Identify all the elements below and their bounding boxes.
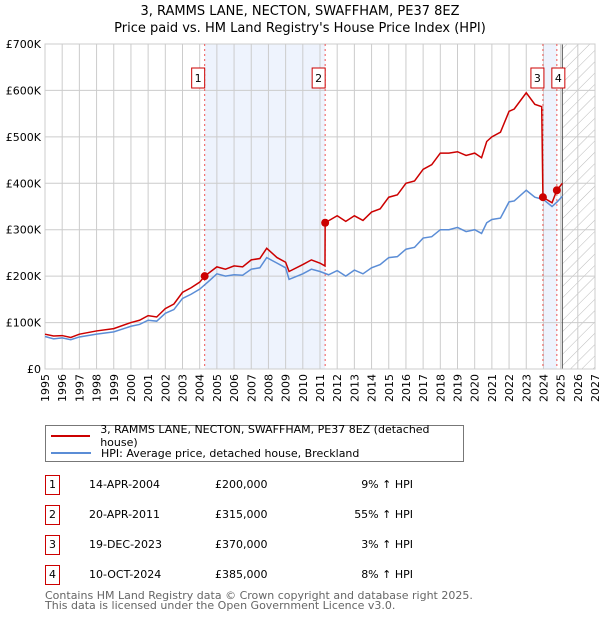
x-tick-label: 2015 xyxy=(383,374,396,402)
sale-label-box xyxy=(311,67,326,89)
transaction-price: £370,000 xyxy=(215,538,268,551)
footer-line-1: Contains HM Land Registry data © Crown c… xyxy=(45,589,473,602)
transaction-date: 14-APR-2004 xyxy=(89,478,161,491)
x-tick-label: 2002 xyxy=(159,374,172,402)
transaction-hpi-change: 9% ↑ HPI xyxy=(361,478,413,491)
x-tick-label: 2012 xyxy=(331,374,344,402)
sale-label-text: 3 xyxy=(534,72,541,85)
transaction-number: 4 xyxy=(45,565,60,585)
sale-label-text: 2 xyxy=(315,72,322,85)
transaction-number: 1 xyxy=(45,475,60,495)
legend-item-property: 3, RAMMS LANE, NECTON, SWAFFHAM, PE37 8E… xyxy=(51,423,463,449)
shaded-period xyxy=(204,44,326,369)
x-tick-label: 2016 xyxy=(400,374,413,402)
legend-label-property: 3, RAMMS LANE, NECTON, SWAFFHAM, PE37 8E… xyxy=(100,423,430,449)
forecast-hatch xyxy=(562,44,595,369)
legend-item-hpi: HPI: Average price, detached house, Brec… xyxy=(51,445,359,461)
sale-label-box xyxy=(530,67,545,89)
x-tick-label: 2018 xyxy=(434,374,447,402)
y-tick-label: £0 xyxy=(27,363,41,376)
transaction-price: £385,000 xyxy=(215,568,268,581)
transaction-date: 10-OCT-2024 xyxy=(89,568,162,581)
x-tick-label: 2026 xyxy=(572,374,585,402)
legend-label-hpi: HPI: Average price, detached house, Brec… xyxy=(101,446,360,460)
transaction-number: 2 xyxy=(45,505,60,525)
y-tick-label: £100K xyxy=(6,317,42,330)
x-tick-label: 2014 xyxy=(366,374,379,402)
y-tick-label: £700K xyxy=(6,38,42,51)
x-tick-label: 2024 xyxy=(537,374,550,402)
transaction-date: 20-APR-2011 xyxy=(89,508,161,521)
x-tick-label: 2025 xyxy=(555,374,568,402)
sale-label-2: 2 xyxy=(311,67,326,89)
x-tick-label: 1996 xyxy=(56,374,69,402)
x-tick-label: 2023 xyxy=(520,374,533,402)
price-chart: 1995 1996 1997 1998 1999 2000 2001 2002 2003 2004… xyxy=(6,38,600,402)
sale-label-box xyxy=(551,67,566,89)
transaction-price: £315,000 xyxy=(215,508,268,521)
plot-border xyxy=(44,43,596,370)
y-tick-label: £400K xyxy=(6,177,42,190)
x-tick-label: 2003 xyxy=(177,374,190,402)
chart-title: 3, RAMMS LANE, NECTON, SWAFFHAM, PE37 8E… xyxy=(140,4,460,19)
x-tick-label: 1995 xyxy=(39,374,52,402)
sale-label-box xyxy=(191,67,206,89)
sale-label-text: 4 xyxy=(555,72,562,85)
y-tick-label: £200K xyxy=(6,270,42,283)
x-tick-label: 2017 xyxy=(417,374,430,402)
x-tick-label: 2021 xyxy=(486,374,499,402)
y-tick-label: £600K xyxy=(6,84,42,97)
x-tick-label: 1997 xyxy=(73,374,86,402)
x-tick-label: 2010 xyxy=(297,374,310,402)
footer-line-2: This data is licensed under the Open Gov… xyxy=(45,599,396,612)
x-tick-label: 2022 xyxy=(503,374,516,402)
sale-label-text: 1 xyxy=(195,72,202,85)
x-tick-label: 2013 xyxy=(348,374,361,402)
y-tick-label: £300K xyxy=(6,224,42,237)
x-tick-label: 2019 xyxy=(452,374,465,402)
sale-point xyxy=(200,272,209,281)
transaction-hpi-change: 55% ↑ HPI xyxy=(354,508,413,521)
x-tick-label: 2007 xyxy=(245,374,258,402)
shaded-period xyxy=(542,44,557,369)
sale-label-1: 1 xyxy=(191,67,206,89)
chart-subtitle: Price paid vs. HM Land Registry's House … xyxy=(114,21,486,36)
sale-point xyxy=(552,186,561,195)
y-tick-label: £500K xyxy=(6,131,42,144)
hpi-line xyxy=(44,189,563,341)
transaction-number: 3 xyxy=(45,535,60,555)
transaction-hpi-change: 3% ↑ HPI xyxy=(361,538,413,551)
x-tick-label: 2011 xyxy=(314,374,327,402)
sale-point xyxy=(321,218,330,227)
transaction-hpi-change: 8% ↑ HPI xyxy=(361,568,413,581)
x-tick-label: 2005 xyxy=(211,374,224,402)
x-tick-label: 2008 xyxy=(262,374,275,402)
x-tick-label: 2020 xyxy=(469,374,482,402)
sale-point xyxy=(538,193,547,202)
transaction-price: £200,000 xyxy=(215,478,268,491)
x-tick-label: 2001 xyxy=(142,374,155,402)
legend: 3, RAMMS LANE, NECTON, SWAFFHAM, PE37 8E… xyxy=(45,423,464,462)
property-price-line xyxy=(44,91,563,339)
x-tick-label: 2004 xyxy=(194,374,207,402)
x-tick-label: 2009 xyxy=(280,374,293,402)
sale-label-3: 3 xyxy=(530,67,545,89)
sale-label-4: 4 xyxy=(551,67,566,89)
x-tick-label: 1998 xyxy=(91,374,104,402)
x-tick-label: 1999 xyxy=(108,374,121,402)
x-tick-label: 2000 xyxy=(125,374,138,402)
x-tick-label: 2006 xyxy=(228,374,241,402)
transaction-date: 19-DEC-2023 xyxy=(89,538,163,551)
footer: Contains HM Land Registry data © Crown c… xyxy=(45,589,473,612)
x-tick-label: 2027 xyxy=(589,374,600,402)
